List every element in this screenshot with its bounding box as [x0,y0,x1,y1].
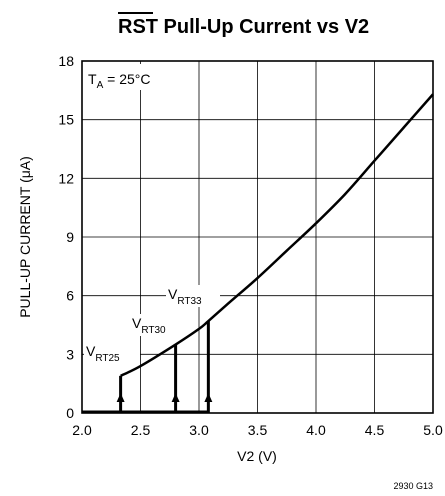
x-tick-label: 5.0 [423,422,443,438]
y-tick-label: 6 [66,288,74,304]
x-tick-label: 2.0 [72,422,92,438]
ta-rest: = 25°C [103,71,150,87]
threshold-arrow [116,393,125,402]
plot-frame [81,60,434,414]
threshold-arrow [204,393,213,402]
x-tick-label: 3.0 [189,422,209,438]
chart-title: RST Pull-Up Current vs V2 [118,16,369,38]
vrt30-annotation: VRT30 [132,315,166,336]
vrt33-annotation: VRT33 [168,286,202,307]
ta-annotation: TA = 25°C [88,71,150,91]
x-tick-label: 2.5 [131,422,151,438]
x-axis-label: V2 (V) [237,448,277,464]
vrt33-sub: RT33 [177,296,202,307]
figure-code: 2930 G13 [393,481,433,491]
vrt30-label-bg [130,314,184,336]
vrt25-annotation: VRT25 [86,343,120,364]
vrt33-label-bg [166,285,220,307]
vrt25-sub: RT25 [95,353,120,364]
vrt25-main: V [86,343,96,359]
ta-main: T [88,71,97,87]
threshold-markers [116,321,213,413]
x-tick-label: 4.5 [365,422,385,438]
title-overbar-text: RST [118,16,158,38]
y-tick-label: 0 [66,405,74,421]
y-tick-label: 9 [66,229,74,245]
y-tick-label: 18 [58,53,74,69]
y-axis-label: PULL-UP CURRENT (μA) [17,156,33,318]
grid [82,61,433,413]
vrt25-label-bg [84,342,140,364]
x-tick-label: 3.5 [248,422,268,438]
vrt33-main: V [168,286,178,302]
vrt30-main: V [132,315,142,331]
y-tick-labels: 0 3 6 9 12 15 18 [58,53,74,421]
x-tick-label: 4.0 [306,422,326,438]
y-tick-label: 15 [58,112,74,128]
ta-label-bg [86,64,186,90]
x-tick-labels: 2.0 2.5 3.0 3.5 4.0 4.5 5.0 [72,422,443,438]
ta-sub: A [97,80,104,91]
threshold-arrow [171,393,180,402]
y-tick-label: 3 [66,346,74,362]
vrt30-sub: RT30 [141,325,166,336]
title-rest-text: Pull-Up Current vs V2 [158,16,369,38]
y-tick-label: 12 [58,170,74,186]
